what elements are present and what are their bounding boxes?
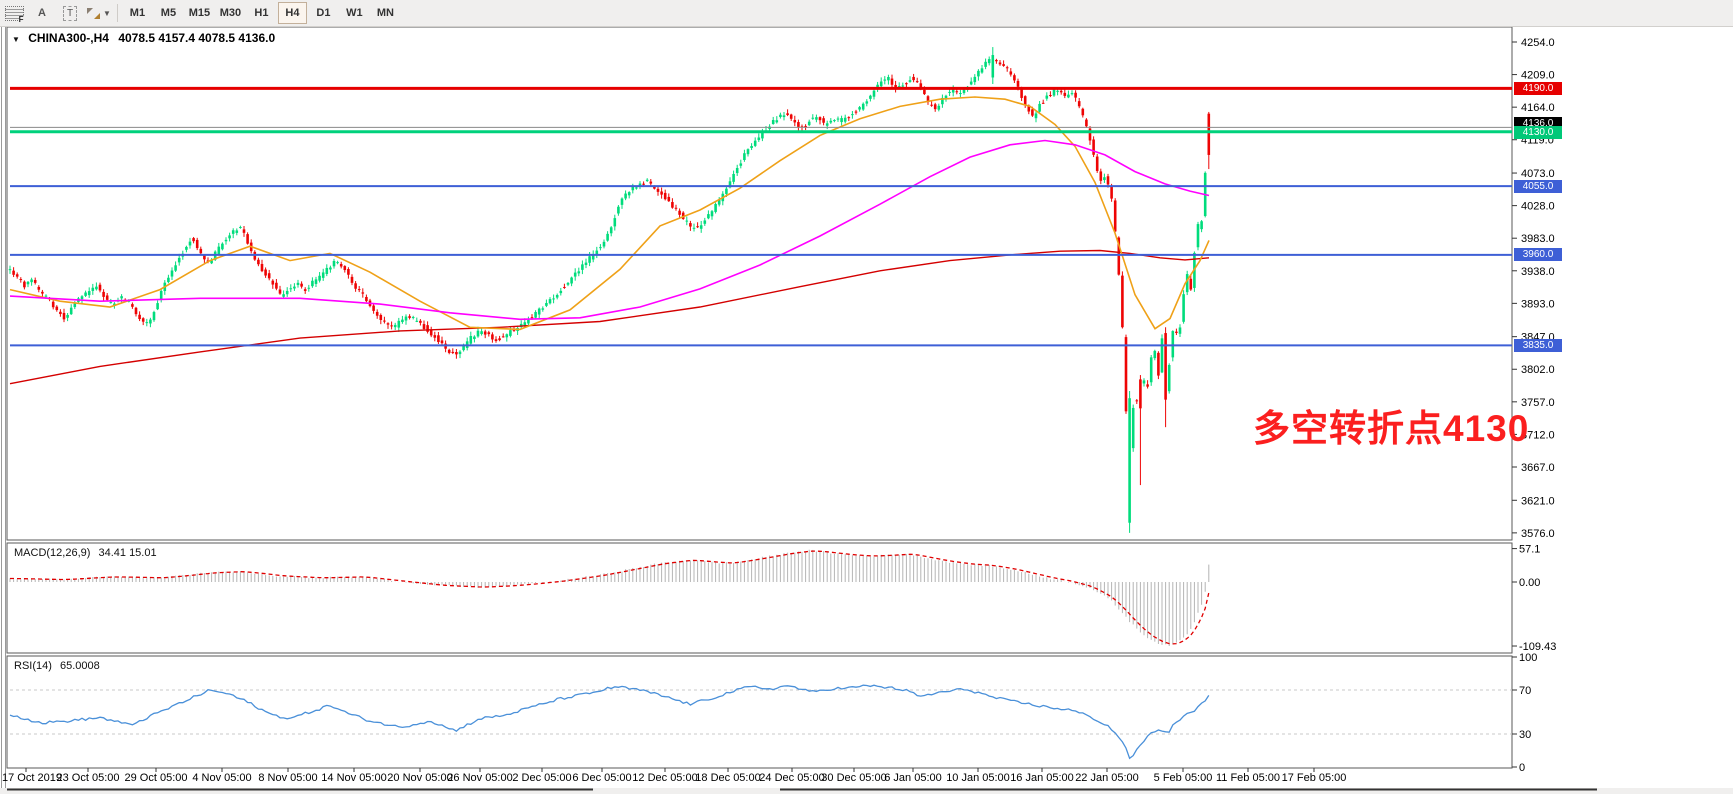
svg-text:-109.43: -109.43 (1519, 641, 1556, 653)
timeframe-button-row: M1 M5 M15 M30 H1 H4 D1 W1 MN (122, 2, 401, 24)
macd-values: 34.41 15.01 (98, 547, 157, 559)
svg-text:3667.0: 3667.0 (1521, 462, 1555, 474)
timeframe-button-M30[interactable]: M30 (219, 7, 242, 19)
svg-text:22 Jan 05:00: 22 Jan 05:00 (1075, 772, 1139, 784)
price-badge-4190.0: 4190.0 (1514, 81, 1562, 95)
svg-text:3938.0: 3938.0 (1521, 266, 1555, 278)
text-tool-button[interactable]: A (29, 2, 55, 24)
svg-text:3757.0: 3757.0 (1521, 397, 1555, 409)
svg-text:100: 100 (1519, 652, 1537, 664)
custom-period-button[interactable]: F (1, 2, 27, 24)
custom-period-icon: F (4, 5, 24, 24)
timeframe-button-M15[interactable]: M15 (188, 7, 211, 19)
svg-text:70: 70 (1519, 685, 1531, 697)
timeframe-button-M5[interactable]: M5 (160, 7, 177, 19)
svg-text:26 Nov 05:00: 26 Nov 05:00 (447, 772, 512, 784)
price-badge-3835.0: 3835.0 (1514, 338, 1562, 352)
price-badge-3960.0: 3960.0 (1514, 248, 1562, 262)
svg-text:12 Dec 05:00: 12 Dec 05:00 (632, 772, 697, 784)
svg-text:4073.0: 4073.0 (1521, 168, 1555, 180)
svg-text:8 Nov 05:00: 8 Nov 05:00 (258, 772, 317, 784)
svg-text:30 Dec 05:00: 30 Dec 05:00 (821, 772, 886, 784)
arrows-icon (86, 7, 101, 20)
svg-text:4 Nov 05:00: 4 Nov 05:00 (192, 772, 251, 784)
top-toolbar: F A T ▼ M1 M5 M15 M30 H1 H4 D1 W1 MN (0, 0, 1733, 27)
svg-text:29 Oct 05:00: 29 Oct 05:00 (125, 772, 188, 784)
arrows-tool-button[interactable]: ▼ (85, 2, 112, 24)
svg-text:14 Nov 05:00: 14 Nov 05:00 (321, 772, 386, 784)
svg-text:5 Feb 05:00: 5 Feb 05:00 (1154, 772, 1213, 784)
svg-text:24 Dec 05:00: 24 Dec 05:00 (759, 772, 824, 784)
svg-text:17 Feb 05:00: 17 Feb 05:00 (1282, 772, 1347, 784)
svg-text:4164.0: 4164.0 (1521, 102, 1555, 114)
svg-text:4254.0: 4254.0 (1521, 37, 1555, 49)
macd-name: MACD(12,26,9) (14, 547, 91, 559)
timeframe-button-H4[interactable]: H4 (277, 2, 307, 24)
text-label-icon: T (62, 5, 78, 21)
rsi-name: RSI(14) (14, 660, 52, 672)
timeframe-button-M1[interactable]: M1 (129, 7, 146, 19)
svg-text:3712.0: 3712.0 (1521, 429, 1555, 441)
svg-text:3983.0: 3983.0 (1521, 233, 1555, 245)
toolbar-separator (116, 4, 118, 22)
svg-text:3893.0: 3893.0 (1521, 298, 1555, 310)
chart-annotation-text: 多空转折点4130 (1253, 408, 1530, 449)
rsi-label: RSI(14) 65.0008 (14, 660, 100, 672)
timeframe-button-H1[interactable]: H1 (254, 7, 269, 19)
svg-text:18 Dec 05:00: 18 Dec 05:00 (695, 772, 760, 784)
symbol-name: CHINA300-,H4 (28, 31, 109, 45)
timeframe-button-D1[interactable]: D1 (316, 7, 331, 19)
svg-text:3802.0: 3802.0 (1521, 364, 1555, 376)
symbol-dropdown-icon[interactable]: ▼ (12, 35, 20, 44)
chevron-down-icon: ▼ (103, 8, 111, 18)
svg-text:10 Jan 05:00: 10 Jan 05:00 (946, 772, 1010, 784)
svg-text:30: 30 (1519, 729, 1531, 741)
text-tool-icon: A (38, 7, 46, 19)
svg-text:2 Dec 05:00: 2 Dec 05:00 (512, 772, 571, 784)
svg-text:0.00: 0.00 (1519, 577, 1540, 589)
price-badge-4130.0: 4130.0 (1514, 126, 1562, 140)
svg-text:17 Oct 2019: 17 Oct 2019 (2, 772, 62, 784)
svg-text:23 Oct 05:00: 23 Oct 05:00 (57, 772, 120, 784)
timeframe-button-W1[interactable]: W1 (346, 7, 363, 19)
rsi-values: 65.0008 (59, 660, 100, 672)
svg-text:11 Feb 05:00: 11 Feb 05:00 (1216, 772, 1280, 784)
svg-text:57.1: 57.1 (1519, 544, 1540, 556)
svg-text:6 Jan 05:00: 6 Jan 05:00 (884, 772, 942, 784)
svg-text:6 Dec 05:00: 6 Dec 05:00 (572, 772, 631, 784)
svg-text:16 Jan 05:00: 16 Jan 05:00 (1010, 772, 1074, 784)
price-badge-4055.0: 4055.0 (1514, 179, 1562, 193)
macd-label: MACD(12,26,9) 34.41 15.01 (14, 547, 157, 559)
svg-text:0: 0 (1519, 762, 1525, 774)
timeframe-button-MN[interactable]: MN (376, 7, 394, 19)
chart-title[interactable]: ▼ CHINA300-,H4 4078.5 4157.4 4078.5 4136… (12, 31, 275, 45)
svg-text:20 Nov 05:00: 20 Nov 05:00 (387, 772, 452, 784)
svg-text:4209.0: 4209.0 (1521, 70, 1555, 82)
svg-text:3576.0: 3576.0 (1521, 528, 1555, 540)
symbol-ohlc: 4078.5 4157.4 4078.5 4136.0 (118, 31, 276, 45)
svg-text:4028.0: 4028.0 (1521, 201, 1555, 213)
svg-text:3621.0: 3621.0 (1521, 495, 1555, 507)
text-label-tool-button[interactable]: T (57, 2, 83, 24)
